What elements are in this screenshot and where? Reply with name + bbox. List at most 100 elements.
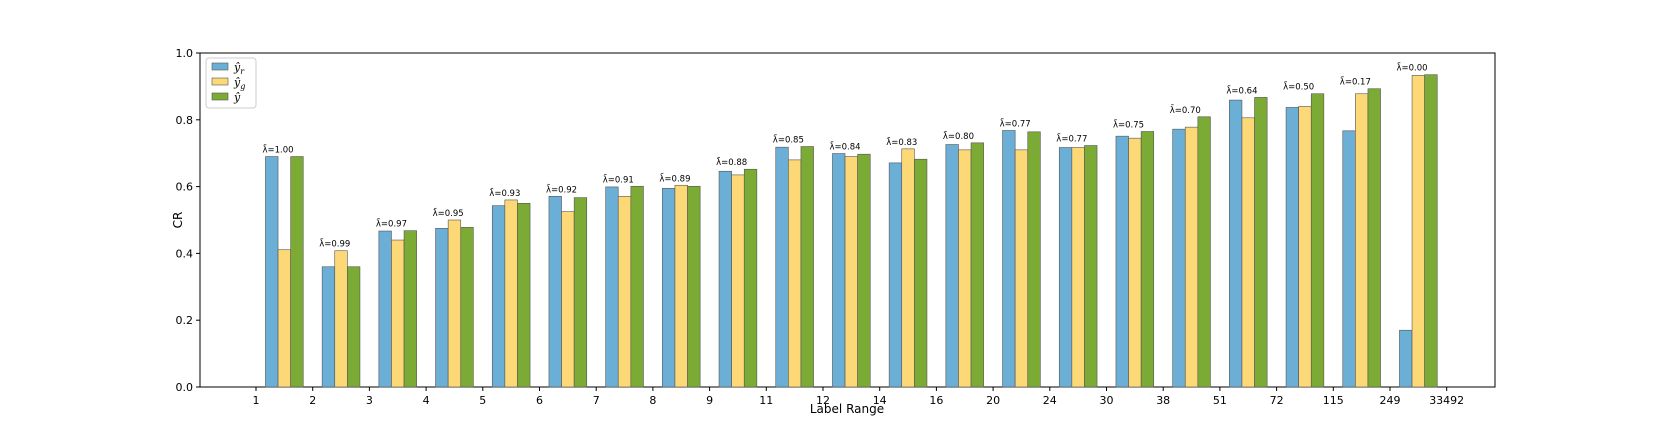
lambda-annotation: λ̄=0.92 [546,184,577,196]
bar [832,153,846,388]
bar [334,250,348,388]
lambda-annotation: λ̄=0.85 [773,134,804,146]
bar [1071,147,1085,388]
bar [378,230,392,388]
x-axis: 1 2 3 4 5 6 7 8 9 11 12 14 16 20 24 30 38 51 72 115 249 33492 [253,387,1464,407]
bar [1084,145,1098,388]
x-tick-label: 30 [1100,394,1114,407]
x-axis-title: Label Range [810,402,884,416]
bar [1014,149,1029,388]
x-tick-label: 3 [366,394,373,407]
bar [605,186,619,388]
bar [265,156,279,388]
bar [1027,131,1041,388]
lambda-annotation: λ̄=0.95 [433,207,464,219]
x-tick-label: 4 [423,394,430,407]
bar [321,266,336,388]
bar [403,230,417,388]
x-tick-label: 72 [1270,394,1284,407]
x-tick-label: 9 [706,394,713,407]
bar [1197,116,1211,388]
lambda-annotation: λ̄=0.91 [603,174,634,186]
legend-entry: ŷ [233,91,241,104]
x-tick-label: 11 [759,394,773,407]
bar [290,156,304,388]
bar [788,159,802,388]
bar [743,168,758,388]
bar [561,211,575,388]
bar [718,170,732,388]
bar [391,239,405,388]
lambda-annotation: λ̄=0.75 [1113,119,1144,131]
bar [662,187,676,388]
x-tick-label: 8 [649,394,656,407]
bar [1367,88,1381,388]
y-axis: 0.0 0.2 0.4 0.6 0.8 1.0 [176,47,200,394]
bar [800,146,814,388]
lambda-annotation: λ̄=0.93 [489,187,520,199]
bar [731,174,745,388]
x-tick-label: 33492 [1429,394,1464,407]
bar [347,266,361,388]
lambda-annotation: λ̄=1.00 [263,144,294,156]
y-tick-label: 0.0 [176,381,194,394]
bar [435,228,449,388]
x-tick-label: 115 [1323,394,1344,407]
bar [970,142,984,388]
bar [857,153,871,388]
bar [1254,97,1268,388]
x-tick-label: 12 [816,394,830,407]
bar [1128,137,1142,388]
bar [1229,99,1243,388]
x-tick-label: 5 [479,394,486,407]
y-tick-label: 0.2 [176,314,194,327]
x-tick-label: 7 [593,394,600,407]
bar [630,185,644,388]
bar [1115,135,1129,388]
bar [460,227,474,388]
y-tick-label: 0.4 [176,247,194,260]
x-tick-label: 38 [1156,394,1170,407]
y-axis-title: CR [171,212,185,229]
x-tick-label: 14 [873,394,887,407]
x-tick-label: 2 [309,394,316,407]
lambda-annotation: λ̄=0.80 [943,130,974,142]
x-tick-label: 16 [929,394,943,407]
bar [504,199,518,388]
bar [517,203,531,388]
bar [1058,147,1073,388]
x-tick-label: 1 [253,394,260,407]
y-tick-label: 1.0 [176,47,194,60]
lambda-annotation: λ̄=0.97 [376,218,407,230]
bar [1411,75,1425,388]
y-tick-label: 0.6 [176,181,194,194]
x-tick-label: 6 [536,394,543,407]
bar [674,184,688,388]
bar [914,158,928,388]
bar [945,144,959,388]
lambda-annotation: λ̄=0.99 [319,238,350,250]
lambda-annotation: λ̄=0.17 [1340,76,1371,88]
bars [265,74,1438,388]
x-tick-label: 20 [986,394,1000,407]
bar [1184,126,1199,388]
lambda-annotation: λ̄=0.00 [1397,62,1428,74]
bar [1399,329,1413,388]
bar [1298,106,1312,388]
bar-annotations: λ̄=1.00 λ̄=0.99 λ̄=0.97 λ̄=0.95 λ̄=0.93 λ̄=0.… [263,62,1428,250]
lambda-annotation: λ̄=0.77 [1056,133,1087,145]
lambda-annotation: λ̄=0.50 [1283,81,1314,93]
bar [1140,131,1155,388]
bar [491,205,506,388]
bar [844,156,858,388]
lambda-annotation: λ̄=0.64 [1226,85,1257,97]
lambda-annotation: λ̄=0.88 [716,157,747,169]
bar [1310,93,1325,388]
lambda-annotation: λ̄=0.89 [659,173,690,185]
bar [1172,128,1186,388]
bar [1355,93,1369,388]
bar [617,195,632,388]
bar [775,146,789,388]
